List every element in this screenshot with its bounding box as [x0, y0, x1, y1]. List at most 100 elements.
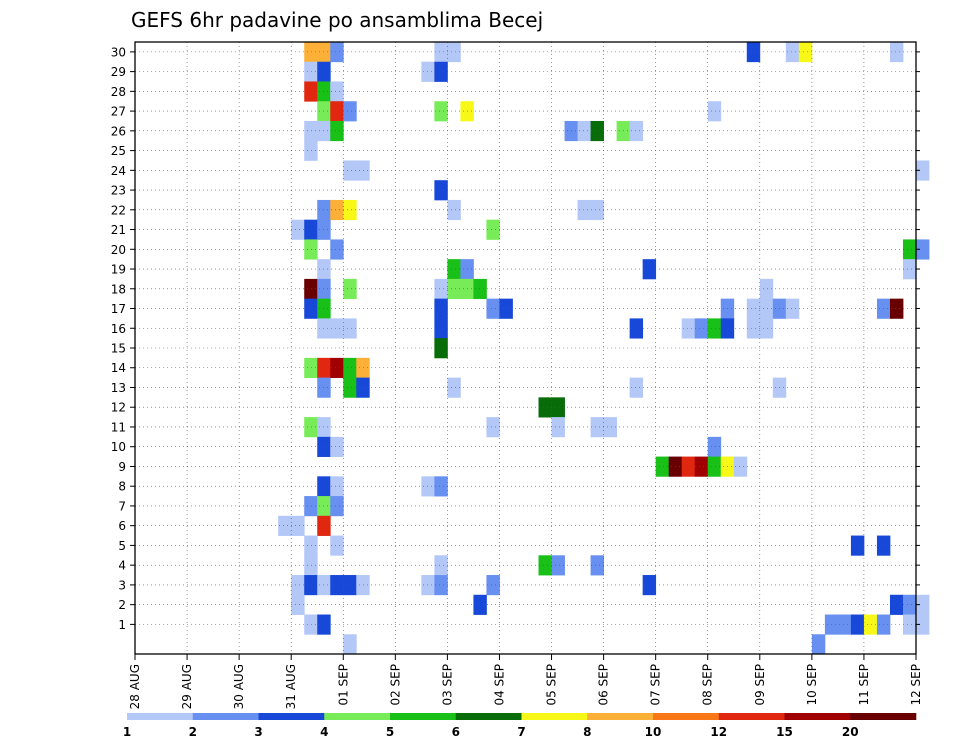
y-tick-label: 12: [111, 401, 126, 415]
colorbar-label: 6: [452, 725, 460, 739]
precip-cell: [629, 318, 644, 339]
precip-cell: [694, 456, 709, 477]
y-tick-label: 23: [111, 184, 126, 198]
x-tick-label: 10 SEP: [805, 664, 819, 706]
precip-cell: [343, 160, 357, 181]
y-tick-label: 19: [111, 263, 126, 277]
precip-cell: [330, 101, 344, 122]
precip-cell: [304, 239, 318, 260]
precip-cell: [759, 278, 774, 300]
x-tick-label: 31 AUG: [284, 664, 298, 709]
precip-cell: [421, 476, 435, 497]
precip-cell: [590, 555, 604, 576]
precip-cell: [343, 278, 357, 300]
precip-cell: [304, 140, 318, 161]
x-tick-label: 08 SEP: [701, 664, 715, 706]
colorbar-label: 10: [645, 725, 662, 739]
precip-cell: [447, 42, 461, 63]
x-tick-label: 06 SEP: [597, 664, 611, 706]
precip-cell: [551, 555, 565, 576]
y-tick-label: 20: [111, 243, 126, 257]
precip-cell: [642, 575, 657, 596]
precip-cell: [343, 318, 357, 339]
x-tick-label: 28 AUG: [128, 664, 142, 709]
precip-cell: [759, 298, 774, 319]
precip-cell: [798, 42, 813, 63]
colorbar-label: 20: [842, 725, 859, 739]
colorbar-label: 12: [710, 725, 727, 739]
precip-cell: [330, 318, 344, 339]
precip-cell: [916, 239, 930, 260]
precip-cell: [785, 42, 800, 63]
precip-cell: [434, 101, 448, 122]
y-tick-label: 24: [111, 164, 126, 178]
precip-cell: [304, 575, 318, 596]
precip-cell: [486, 298, 500, 319]
y-tick-label: 5: [118, 539, 126, 553]
precip-cell: [330, 436, 344, 457]
colorbar-swatch: [192, 713, 259, 720]
precip-cell: [694, 318, 709, 339]
precip-cell: [902, 614, 917, 635]
precip-cell: [889, 298, 904, 319]
y-tick-label: 15: [111, 342, 126, 356]
y-tick-label: 13: [111, 381, 126, 395]
precip-cell: [785, 298, 800, 319]
x-tick-label: 12 SEP: [909, 664, 923, 706]
x-tick-label: 29 AUG: [180, 664, 194, 709]
precip-cell: [681, 318, 696, 339]
precip-cell: [837, 614, 852, 635]
precip-cell: [291, 594, 305, 615]
y-tick-label: 25: [111, 144, 126, 158]
precip-cell: [343, 357, 357, 379]
y-tick-label: 29: [111, 65, 126, 79]
precip-cell: [538, 397, 552, 418]
y-tick-label: 4: [118, 559, 126, 573]
y-tick-label: 22: [111, 203, 126, 217]
precip-cell: [811, 634, 826, 655]
colorbar-label: 1: [123, 725, 131, 739]
x-tick-label: 01 SEP: [336, 664, 350, 706]
precip-cell: [551, 397, 565, 418]
precip-cell: [733, 456, 748, 477]
precip-cell: [291, 575, 305, 596]
y-axis: 1234567891011121314151617181920212223242…: [111, 45, 920, 632]
precip-cell: [330, 81, 344, 102]
precip-cell: [655, 456, 670, 477]
precip-cell: [434, 575, 448, 596]
x-tick-label: 11 SEP: [857, 664, 871, 706]
precip-cell: [434, 180, 448, 201]
x-tick-label: 02 SEP: [388, 664, 402, 706]
precip-cell: [603, 417, 618, 438]
precip-cell: [629, 377, 644, 398]
y-tick-label: 6: [118, 519, 126, 533]
precip-cell: [434, 318, 448, 339]
precip-cell: [330, 120, 344, 142]
y-tick-label: 3: [118, 578, 126, 592]
precip-cell: [434, 555, 448, 576]
precip-cell: [304, 614, 318, 635]
precip-cell: [304, 42, 318, 63]
y-tick-label: 9: [118, 460, 126, 474]
precip-cell: [356, 377, 370, 398]
y-tick-label: 2: [118, 598, 126, 612]
colorbar-swatch: [390, 713, 457, 720]
precip-cell: [304, 417, 318, 438]
precip-cell: [304, 120, 318, 142]
y-tick-label: 7: [118, 499, 126, 513]
colorbar-swatch: [587, 713, 654, 720]
colorbar-label: 3: [254, 725, 262, 739]
x-tick-label: 07 SEP: [649, 664, 663, 706]
precip-cell: [863, 614, 878, 635]
precip-cell: [304, 278, 318, 300]
cells-layer: [278, 42, 930, 655]
x-tick-label: 30 AUG: [232, 664, 246, 709]
precip-cell: [447, 377, 461, 398]
precip-cell: [421, 61, 435, 82]
y-tick-label: 14: [111, 361, 126, 375]
precip-cell: [473, 594, 487, 615]
precip-cell: [889, 42, 904, 63]
precip-cell: [343, 634, 357, 655]
precip-cell: [304, 535, 318, 556]
